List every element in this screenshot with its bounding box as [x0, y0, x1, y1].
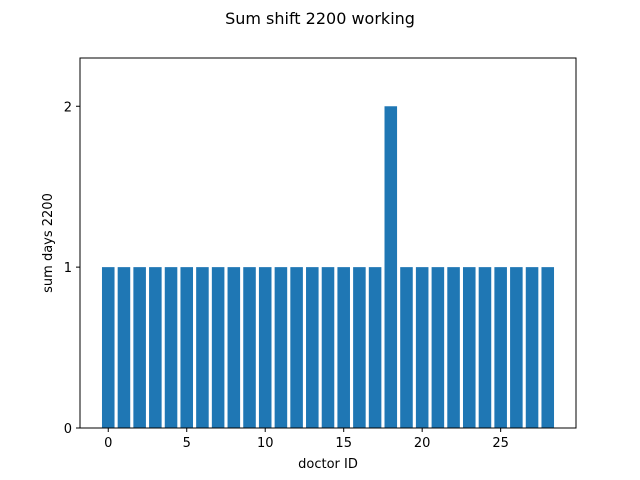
bar-doctor-18: [384, 106, 398, 429]
bar-doctor-19: [400, 267, 413, 428]
bar-doctor-16: [353, 267, 366, 428]
bar-doctor-7: [211, 267, 225, 428]
x-tick-label: 5: [183, 436, 191, 451]
bar-doctor-11: [274, 267, 288, 428]
bar-doctor-24: [478, 267, 492, 428]
bars-group: [101, 106, 555, 429]
bar-doctor-20: [415, 267, 429, 428]
bar-doctor-15: [337, 267, 350, 428]
bar-doctor-12: [290, 267, 303, 428]
bar-doctor-2: [133, 267, 146, 428]
bar-doctor-25: [494, 267, 507, 428]
x-tick-label: 25: [492, 436, 509, 451]
bar-doctor-4: [164, 267, 178, 428]
bar-doctor-1: [117, 267, 131, 428]
bar-doctor-5: [180, 267, 194, 428]
bar-doctor-23: [462, 267, 476, 428]
bar-doctor-8: [227, 267, 241, 428]
bar-doctor-6: [196, 267, 209, 428]
bar-doctor-9: [243, 267, 256, 428]
bar-doctor-26: [510, 267, 523, 428]
plot-frame: [79, 57, 577, 429]
x-axis-ticks: 0 5 10 15 20 25: [104, 428, 509, 451]
bar-doctor-28: [541, 267, 555, 428]
bar-doctor-13: [306, 267, 319, 428]
x-tick-label: 20: [414, 436, 431, 451]
bar-doctor-14: [321, 267, 335, 428]
x-tick-label: 15: [335, 436, 352, 451]
bar-doctor-0: [101, 267, 115, 428]
x-axis-label: doctor ID: [298, 457, 358, 472]
bar-doctor-27: [525, 267, 539, 428]
x-tick-label: 10: [257, 436, 274, 451]
y-tick-label: 2: [64, 100, 72, 115]
bar-doctor-17: [368, 267, 382, 428]
bar-doctor-22: [447, 267, 460, 428]
chart-title: Sum shift 2200 working: [225, 9, 415, 28]
y-tick-label: 1: [64, 261, 72, 276]
bar-doctor-10: [258, 267, 272, 428]
y-tick-label: 0: [64, 422, 72, 437]
x-tick-label: 0: [104, 436, 112, 451]
bar-doctor-3: [149, 267, 162, 428]
y-axis-label: sum days 2200: [41, 193, 56, 293]
bar-doctor-21: [431, 267, 445, 428]
y-axis-ticks: 0 1 2: [64, 100, 80, 437]
